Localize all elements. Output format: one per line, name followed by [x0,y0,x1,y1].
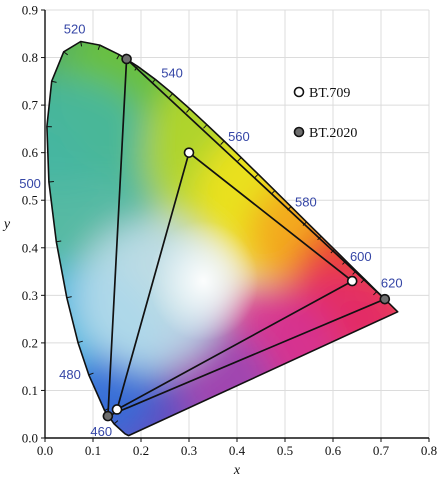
y-tick-label-3: 0.3 [22,288,38,303]
legend-marker-bt709 [293,86,305,98]
y-tick-label-2: 0.2 [22,335,38,350]
wavelength-label-540: 540 [161,65,183,80]
primary-point-bt709-0 [346,275,358,287]
legend-label-bt2020: BT.2020 [309,126,357,141]
primary-point-bt2020-0 [379,293,391,305]
primary-point-bt709-1 [183,147,195,158]
y-tick-label-4: 0.4 [22,240,39,255]
x-tick-label-2: 0.2 [133,443,149,458]
x-tick-label-1: 0.1 [85,443,101,458]
y-tick-label-8: 0.8 [22,50,38,65]
locus-tick-22 [254,173,259,179]
x-axis-label: x [233,463,241,478]
locus-tick-17 [168,93,173,98]
y-tick-label-6: 0.6 [22,145,39,160]
wavelength-label-580: 580 [295,195,317,210]
y-tick-label-0: 0.0 [22,431,38,446]
wavelength-labels: 460 480 500 520 540 560 580 600 620 [19,21,402,438]
gamut-color-fill [46,41,398,436]
wavelength-label-520: 520 [64,21,86,36]
x-tick-label-7: 0.7 [373,443,390,458]
x-tick-label-4: 0.4 [229,443,246,458]
locus-tick-13 [97,44,101,50]
locus-tick-21 [237,157,242,162]
wavelength-label-480: 480 [59,367,81,382]
primary-point-bt2020-2 [102,410,114,422]
wavelength-label-560: 560 [228,129,250,144]
locus-tick-19 [203,124,208,129]
legend-label-bt709: BT.709 [309,86,350,101]
locus-tick-7 [56,240,62,243]
locus-tick-14 [116,54,120,60]
y-tick-label-7: 0.7 [22,98,39,113]
y-tick-label-9: 0.9 [22,3,38,18]
y-tick-label-1: 0.1 [22,383,38,398]
locus-tick-11 [63,51,69,56]
color-blob-3 [46,76,165,277]
x-tick-label-3: 0.3 [181,443,197,458]
primary-points [102,53,391,422]
legend: BT.709 BT.2020 [293,86,357,141]
locus-tick-10 [51,80,57,83]
locus-tick-20 [220,140,225,145]
y-tick-label-5: 0.5 [22,193,38,208]
gamut-triangle-bt709 [116,151,354,411]
gamut-triangle-bt2020 [107,58,386,417]
wavelength-label-500: 500 [19,176,41,191]
x-tick-label-0: 0.0 [37,443,53,458]
x-tick-label-6: 0.6 [325,443,342,458]
wavelength-label-620: 620 [381,275,403,290]
locus-tick-2 [113,420,119,425]
locus-tick-6 [66,296,72,299]
legend-marker-bt2020 [293,126,305,138]
gamut-triangles [107,58,386,417]
primary-point-bt709-2 [111,404,123,415]
locus-tick-18 [186,108,191,113]
x-tick-label-5: 0.5 [277,443,293,458]
primary-point-bt2020-1 [121,53,132,65]
wavelength-label-600: 600 [350,249,372,264]
locus-tick-5 [77,340,83,344]
x-tick-label-8: 0.8 [421,443,437,458]
y-axis-label: y [2,217,11,232]
wavelength-label-460: 460 [90,424,112,439]
locus-tick-12 [80,41,83,47]
locus-tick-4 [88,372,94,376]
axes: 0.0 0.1 0.2 0.3 0.4 0.5 0.6 0.7 0.8 0.0 0.1 0.2 0.3 0… [22,3,437,459]
white-point-glow [148,221,259,342]
